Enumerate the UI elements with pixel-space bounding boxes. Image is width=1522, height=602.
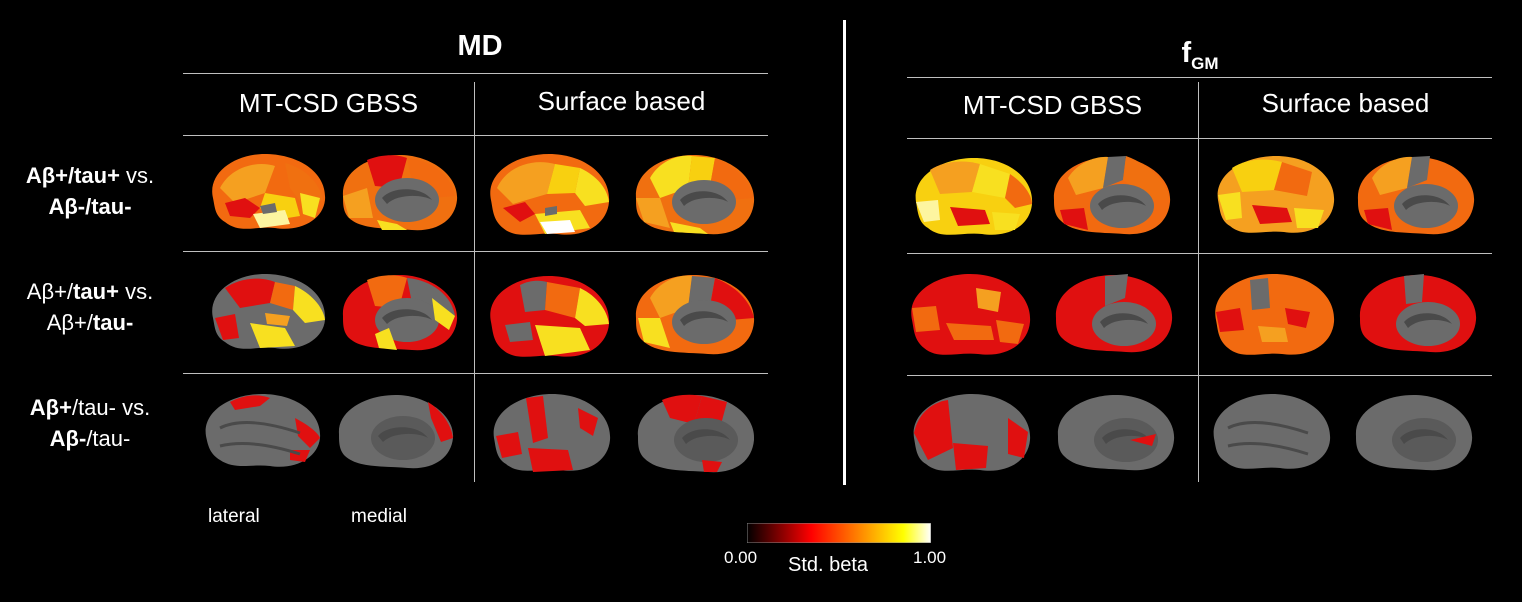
row3-l2a: Aβ-: [49, 426, 87, 451]
brain-md-surface-r2-lateral: [490, 276, 610, 357]
row-label-1: Aβ+/tau+ vs. Aβ-/tau-: [0, 160, 180, 222]
brain-fgm-gbss-r1-lateral: [915, 158, 1033, 235]
brain-md-surface-r2-medial: [635, 274, 755, 355]
brain-md-gbss-r3-medial: [338, 394, 454, 469]
md-header-rule: [183, 135, 768, 136]
row-label-2: Aβ+/tau+ vs. Aβ+/tau-: [0, 276, 180, 338]
row-label-3: Aβ+/tau- vs. Aβ-/tau-: [0, 392, 180, 454]
colorbar-label: Std. beta: [788, 554, 869, 576]
medial-label: medial: [351, 506, 407, 527]
row2-c: vs.: [118, 279, 154, 304]
fgm-row1-rule: [907, 253, 1492, 254]
panel-divider: [843, 20, 846, 485]
brain-md-surface-r1-lateral: [490, 154, 610, 235]
brain-md-surface-r3-medial: [637, 394, 755, 473]
fgm-col-divider: [1198, 82, 1199, 482]
row2-l2a: Aβ+/: [46, 310, 93, 335]
fgm-header-rule: [907, 138, 1492, 139]
row3-a: Aβ+: [29, 395, 72, 420]
brain-fgm-gbss-r3-medial: [1057, 394, 1175, 471]
brain-md-surface-r1-medial: [635, 154, 755, 235]
brain-md-surface-r3-lateral: [493, 394, 611, 472]
brain-md-gbss-r1-medial: [342, 154, 458, 231]
brain-md-gbss-r3-lateral: [205, 394, 321, 467]
fgm-row2-rule: [907, 375, 1492, 376]
brain-md-gbss-r2-medial: [342, 274, 458, 351]
fgm-col-gbss: MT-CSD GBSS: [962, 90, 1143, 120]
md-row2-rule: [183, 373, 768, 374]
md-title: MD: [457, 30, 503, 62]
brain-fgm-gbss-r2-lateral: [911, 274, 1031, 355]
brain-fgm-gbss-r1-medial: [1053, 156, 1171, 235]
fgm-title: fGM: [1080, 37, 1320, 74]
fgm-title-main: f: [1181, 37, 1192, 69]
fgm-top-rule: [907, 77, 1492, 78]
row1-line2: Aβ-/tau-: [48, 194, 132, 219]
colorbar-min: 0.00: [724, 548, 758, 567]
brain-fgm-surface-r1-lateral: [1217, 156, 1335, 233]
brain-fgm-surface-r3-medial: [1355, 394, 1473, 471]
colorbar: [747, 523, 931, 543]
row1-vs: vs.: [119, 163, 155, 188]
brain-fgm-surface-r1-medial: [1357, 156, 1475, 235]
brain-fgm-gbss-r2-medial: [1055, 274, 1173, 353]
brain-md-gbss-r1-lateral: [212, 153, 326, 229]
md-top-rule: [183, 73, 768, 74]
brain-fgm-surface-r3-lateral: [1213, 394, 1331, 469]
fgm-title-sub: GM: [1191, 53, 1219, 73]
lateral-label: lateral: [208, 506, 260, 527]
md-col-gbss: MT-CSD GBSS: [238, 88, 419, 118]
row3-b: /tau- vs.: [71, 395, 151, 420]
row2-b: tau+: [73, 279, 119, 304]
brain-fgm-surface-r2-medial: [1359, 274, 1477, 353]
brain-fgm-gbss-r3-lateral: [913, 394, 1031, 471]
md-row1-rule: [183, 251, 768, 252]
md-col-divider: [474, 82, 475, 482]
row2-a: Aβ+/: [26, 279, 74, 304]
brain-fgm-surface-r2-lateral: [1215, 274, 1335, 355]
fgm-col-surface: Surface based: [1261, 88, 1430, 118]
colorbar-max: 1.00: [913, 548, 947, 567]
md-col-surface: Surface based: [537, 86, 706, 116]
row2-l2b: tau-: [92, 310, 134, 335]
brain-md-gbss-r2-lateral: [212, 273, 326, 349]
row1-bold: Aβ+/tau+: [25, 163, 120, 188]
row3-l2b: /tau-: [86, 426, 131, 451]
